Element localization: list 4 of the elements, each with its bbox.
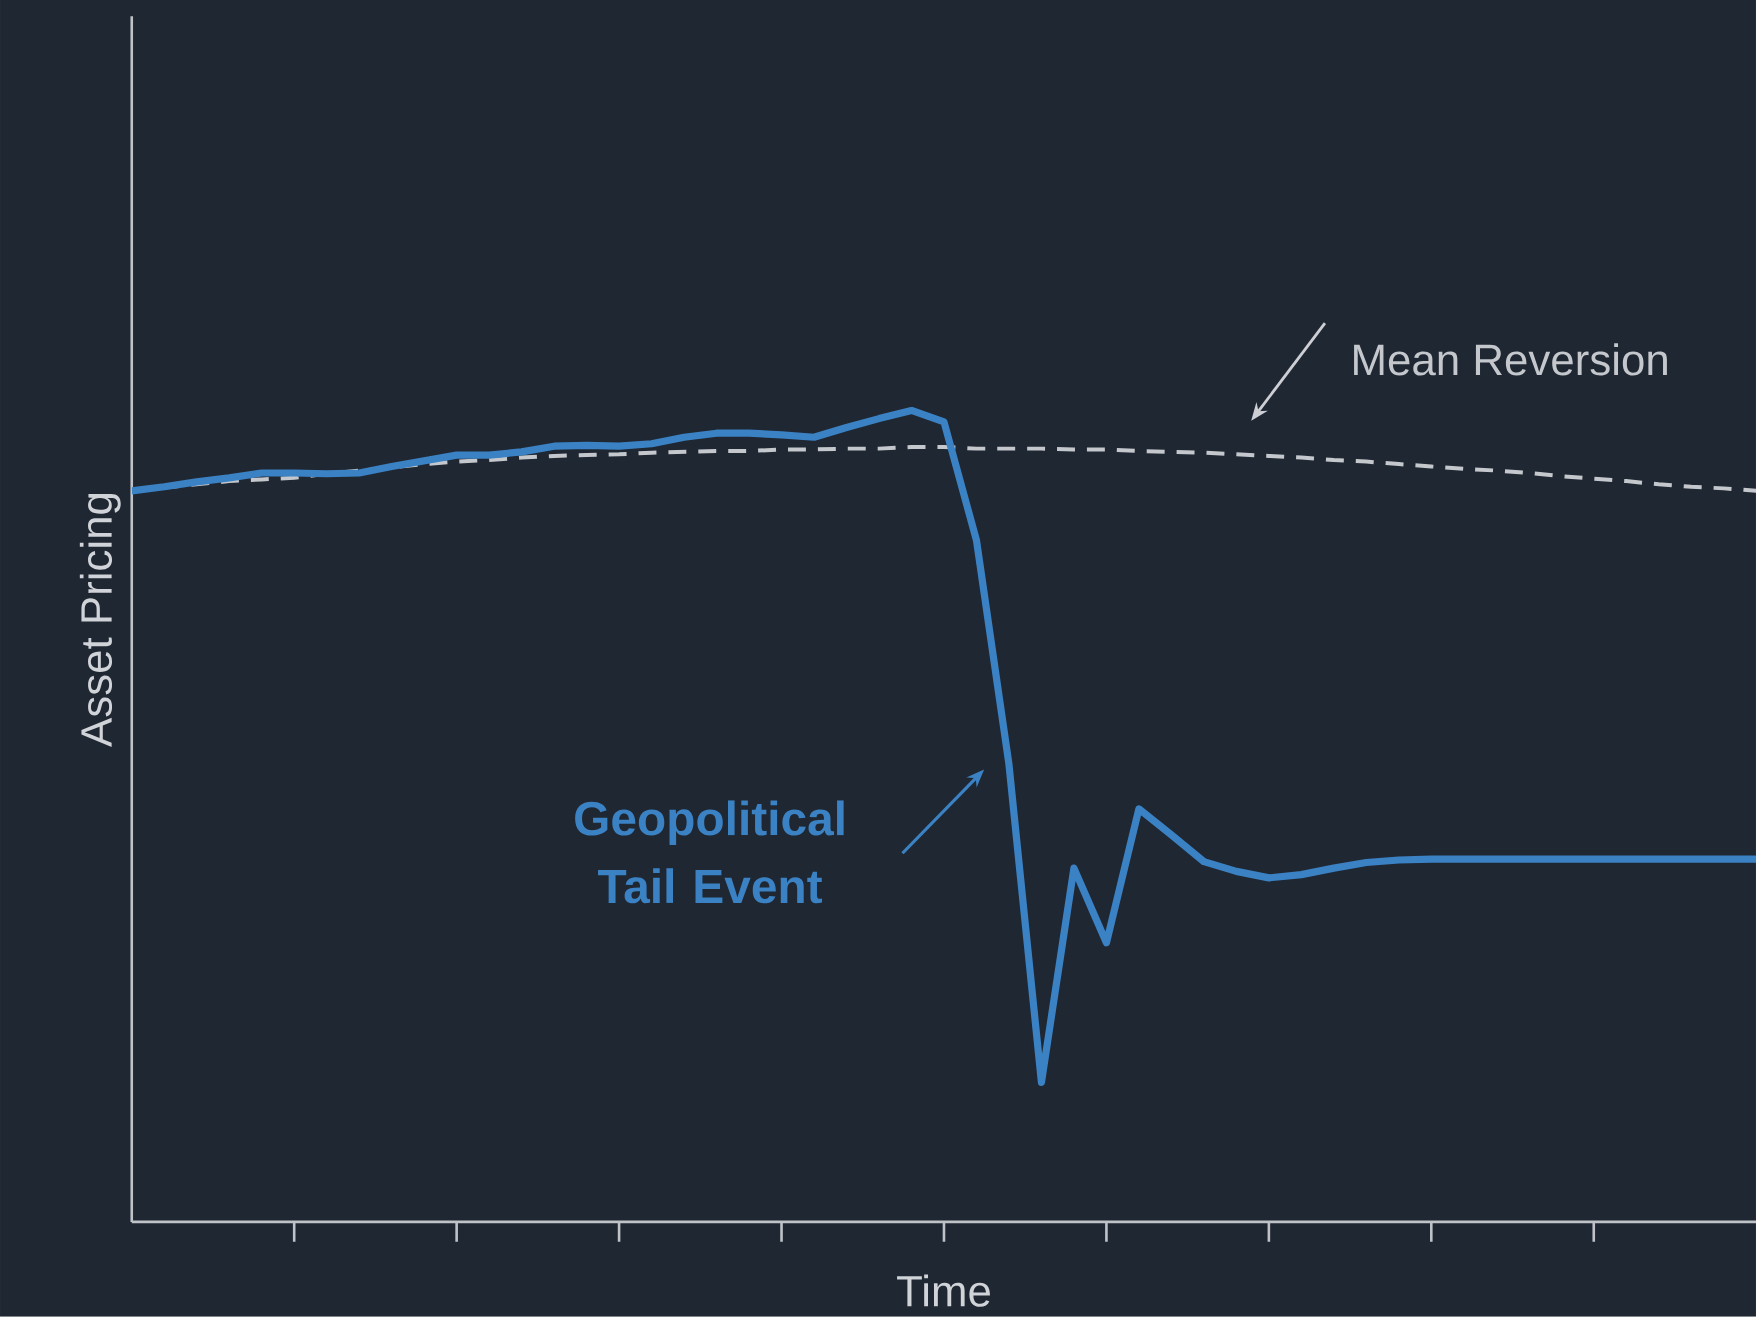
x-axis-title: Time	[897, 1274, 990, 1307]
annotation: Geopolitical Tail Event	[575, 800, 844, 904]
y-axis-title: Asset Pricing	[79, 494, 121, 747]
text: Mean Reversion	[1354, 343, 1667, 376]
